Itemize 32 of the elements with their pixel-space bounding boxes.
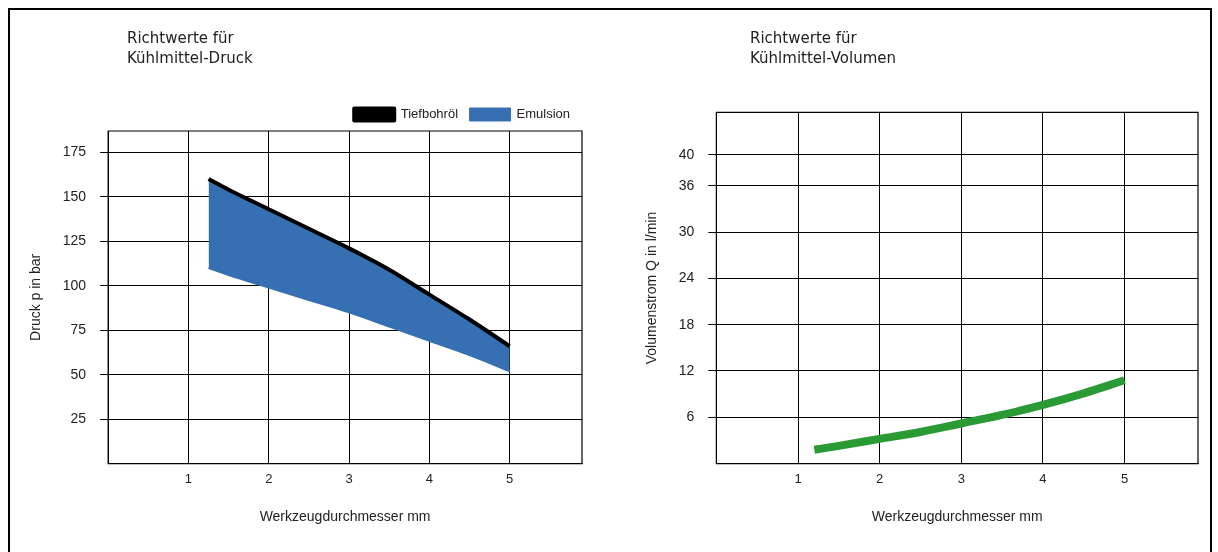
y-tick-label: 100 bbox=[62, 276, 87, 293]
y-tick-label: 24 bbox=[678, 269, 695, 286]
y-tick-label: 75 bbox=[70, 321, 87, 338]
y-axis-title: Druck p in bar bbox=[27, 253, 44, 341]
x-tick-label: 4 bbox=[425, 470, 434, 486]
x-tick-label: 5 bbox=[506, 470, 514, 486]
y-tick-label: 175 bbox=[62, 143, 87, 160]
x-tick-label: 5 bbox=[1120, 470, 1129, 486]
y-tick-label: 125 bbox=[62, 232, 87, 249]
x-tick-label: 3 bbox=[345, 470, 353, 486]
y-tick-label: 30 bbox=[678, 222, 695, 239]
y-tick-label: 40 bbox=[678, 145, 695, 162]
y-tick-label: 25 bbox=[70, 409, 87, 426]
x-axis-title: Werkzeugdurchmesser mm bbox=[259, 508, 431, 525]
x-tick-label: 3 bbox=[957, 470, 965, 486]
y-axis-title: Volumenstrom Q in l/min bbox=[643, 211, 660, 365]
x-tick-label: 4 bbox=[1039, 470, 1047, 486]
legend-label: Tiefbohröl bbox=[400, 106, 459, 122]
x-tick-label: 1 bbox=[184, 470, 193, 486]
y-tick-label: 36 bbox=[678, 176, 695, 193]
x-tick-label: 1 bbox=[794, 470, 802, 486]
chart-title: Richtwerte für Kühlmittel-Druck bbox=[127, 28, 254, 68]
x-tick-label: 2 bbox=[876, 470, 884, 486]
y-tick-label: 50 bbox=[70, 365, 87, 382]
y-tick-label: 150 bbox=[62, 187, 87, 204]
y-tick-label: 18 bbox=[678, 315, 695, 332]
chart-title: Richtwerte für Kühlmittel-Volumen bbox=[750, 28, 898, 68]
y-tick-label: 12 bbox=[678, 361, 695, 378]
x-tick-label: 2 bbox=[265, 470, 273, 486]
legend-label: Emulsion bbox=[516, 106, 570, 122]
y-tick-label: 6 bbox=[686, 408, 695, 425]
x-axis-title: Werkzeugdurchmesser mm bbox=[871, 508, 1043, 525]
